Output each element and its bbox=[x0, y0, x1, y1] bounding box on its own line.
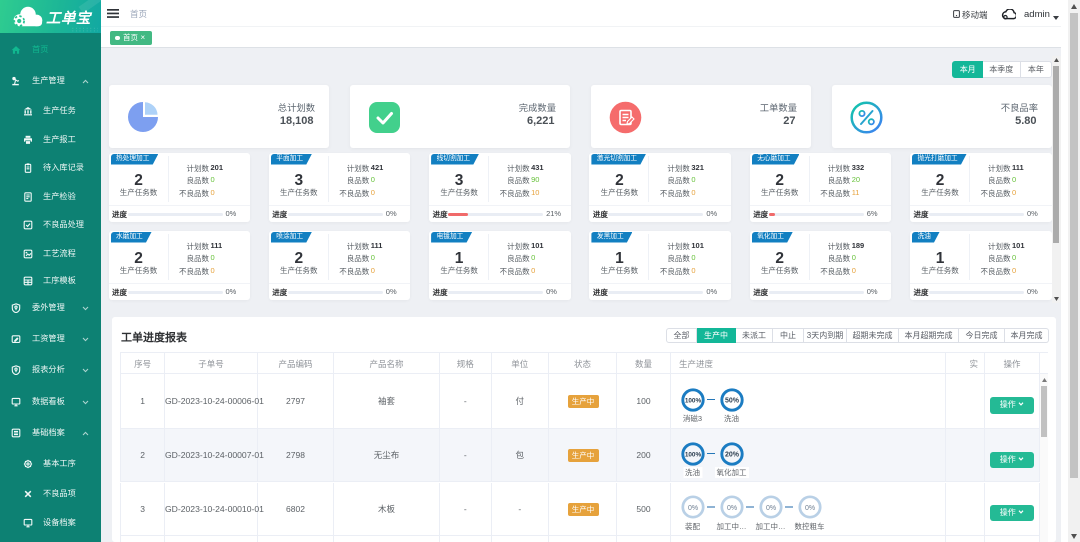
svg-text:100%: 100% bbox=[684, 397, 701, 404]
svg-text:0%: 0% bbox=[726, 505, 736, 512]
svg-text:50%: 50% bbox=[724, 397, 739, 404]
svg-text:100%: 100% bbox=[684, 451, 701, 458]
svg-text:20%: 20% bbox=[724, 451, 739, 458]
svg-text:0%: 0% bbox=[687, 505, 697, 512]
svg-text:0%: 0% bbox=[804, 505, 814, 512]
svg-text:0%: 0% bbox=[765, 505, 775, 512]
